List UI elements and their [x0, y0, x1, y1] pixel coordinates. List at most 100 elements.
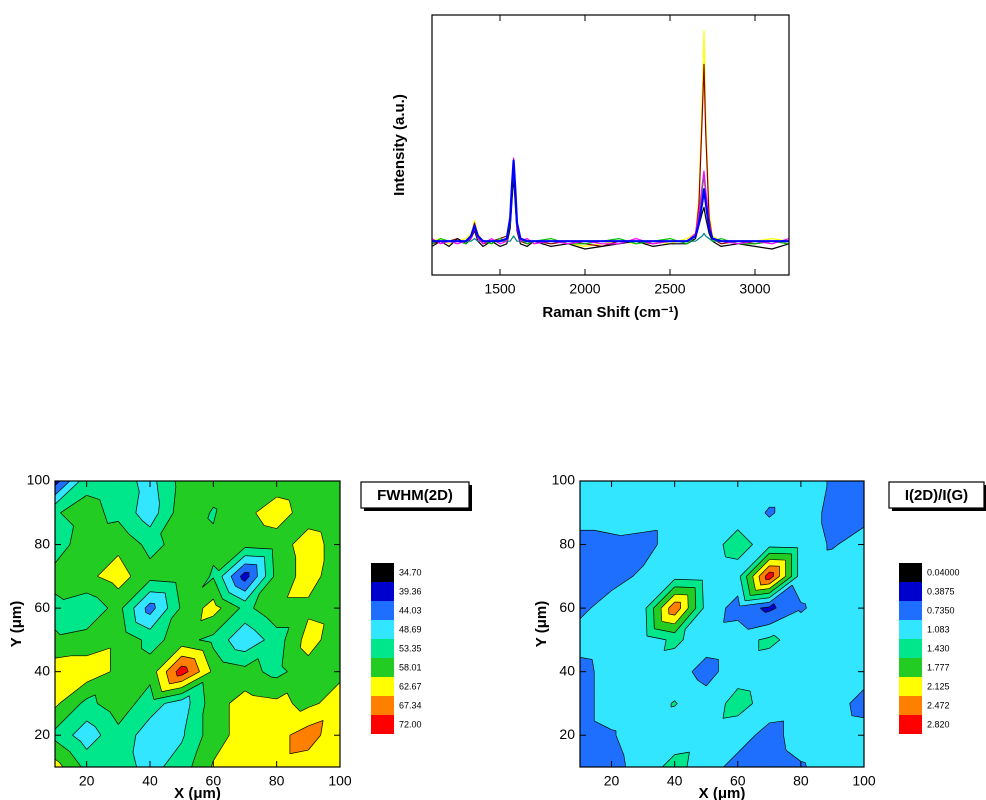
contour-line: [163, 618, 172, 640]
contour-line: [244, 547, 273, 550]
contour-line: [769, 512, 776, 518]
contour-line: [632, 565, 644, 577]
contour-line: [86, 720, 96, 727]
contour-line: [252, 695, 277, 700]
contour-line: [160, 533, 165, 545]
legend-label: 48.69: [399, 624, 422, 634]
contour-line: [222, 598, 240, 609]
contour-line: [804, 762, 807, 768]
contour-line: [213, 648, 224, 663]
spectrum-line: [431, 63, 790, 247]
legend-swatch: [899, 582, 922, 601]
contour-line: [165, 655, 182, 672]
y-tick-label: 80: [559, 535, 575, 551]
contour-line: [99, 499, 105, 513]
contour-line: [213, 564, 220, 572]
contour-line: [80, 698, 87, 704]
contour-line: [725, 556, 738, 560]
contour-line: [737, 688, 751, 692]
legend-label: 2.820: [927, 719, 950, 729]
contour-line: [691, 657, 707, 672]
contour-line: [198, 634, 214, 641]
contour-line: [594, 720, 612, 730]
contour-line: [752, 559, 770, 577]
contour-line: [156, 480, 160, 504]
legend-label: 0.3875: [927, 586, 955, 596]
contour-line: [156, 646, 182, 672]
contour-line: [69, 525, 74, 545]
contour-line: [118, 703, 136, 725]
contour-line: [229, 690, 246, 704]
contour-line: [86, 734, 102, 750]
spectrum-line: [431, 30, 790, 247]
contour-line: [308, 528, 322, 533]
legend-label: 53.35: [399, 643, 422, 653]
legend-swatch: [371, 601, 394, 620]
contour-line: [133, 608, 137, 623]
contour-line: [769, 610, 799, 625]
contour-line: [737, 703, 753, 717]
contour-line: [149, 591, 166, 594]
plot-frame: [579, 480, 865, 768]
contour-line: [186, 666, 189, 672]
x-tick-label: 1500: [484, 281, 515, 297]
contour-line: [194, 658, 200, 672]
contour-line: [207, 518, 214, 525]
contour-line: [765, 611, 770, 613]
contour-line: [737, 734, 756, 753]
contour-line: [292, 703, 301, 712]
contour-line: [181, 671, 212, 688]
contour-line: [54, 655, 71, 659]
contour-line: [739, 546, 770, 577]
legend-swatch: [899, 563, 922, 582]
x-axis-title: X (μm): [174, 785, 221, 800]
contour-line: [257, 658, 263, 672]
contour-line: [174, 480, 177, 487]
contour-line: [737, 595, 741, 607]
contour-line: [86, 694, 96, 699]
legend-label: 2.125: [927, 681, 950, 691]
contour-line: [281, 666, 288, 672]
contour-line: [271, 676, 277, 679]
contour-line: [244, 576, 258, 592]
contour-line: [181, 655, 195, 660]
contour-line: [86, 607, 109, 630]
contour-line: [122, 608, 127, 633]
contour-line: [764, 512, 768, 516]
contour-line: [244, 576, 250, 582]
contour-line: [668, 601, 675, 609]
contour-line: [744, 536, 753, 545]
contour-line: [213, 607, 222, 617]
contour-line: [674, 586, 696, 588]
contour-line: [199, 639, 212, 643]
contour-line: [202, 577, 214, 588]
contour-line: [213, 607, 240, 635]
contour-line: [144, 602, 151, 609]
contour-line: [764, 571, 770, 577]
contour-line: [800, 761, 806, 763]
contour-line: [175, 665, 182, 672]
contour-line: [661, 620, 675, 625]
x-tick-label: 80: [793, 773, 809, 789]
y-tick-label: 20: [559, 726, 575, 742]
contour-line: [800, 602, 806, 605]
contour-line: [133, 591, 151, 609]
contour-line: [213, 598, 217, 606]
contour-line: [697, 679, 707, 687]
contour-line: [750, 592, 770, 596]
legend-swatch: [371, 715, 394, 734]
contour-line: [769, 584, 793, 603]
contour-line: [653, 608, 655, 629]
contour-line: [769, 639, 781, 649]
contour-line: [292, 528, 309, 545]
x-tick-label: 3000: [739, 281, 770, 297]
y-tick-label: 40: [34, 662, 50, 678]
contour-lines: [579, 481, 865, 768]
contour-line: [184, 703, 191, 733]
contour-line: [769, 720, 784, 724]
contour-line: [86, 647, 111, 657]
contour-line: [684, 607, 704, 630]
contour-line: [300, 707, 309, 712]
spectrum-line: [431, 175, 790, 250]
contour-line: [646, 635, 667, 641]
